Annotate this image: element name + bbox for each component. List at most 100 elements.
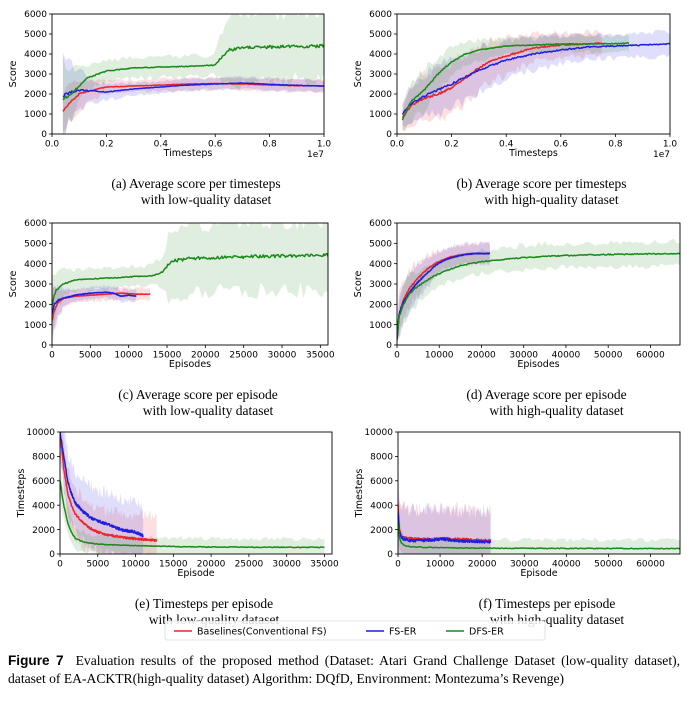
y-tick-label: 2000 <box>369 301 392 311</box>
y-tick-label: 4000 <box>24 260 47 270</box>
y-tick-label: 2000 <box>24 301 47 311</box>
axes-frame <box>59 431 333 555</box>
legend-label: DFS-ER <box>469 627 504 638</box>
series-line-dfs <box>397 252 680 339</box>
y-tick-label: 6000 <box>24 10 47 20</box>
y-tick-label: 1000 <box>369 321 392 331</box>
y-tick-label: 4000 <box>370 501 393 511</box>
x-tick-label: 60000 <box>636 560 665 570</box>
y-tick-label: 0 <box>387 550 393 560</box>
series-line-fs <box>62 82 324 98</box>
y-tick-label: 0 <box>49 550 55 560</box>
legend-item-fs: FS-ER <box>366 627 417 638</box>
subplot-caption-line2: with high-quality dataset <box>484 192 618 207</box>
subplot-caption-line1: (f) Timesteps per episode <box>479 596 616 611</box>
series-line-fs <box>397 252 491 339</box>
figure-caption: Figure 7 Evaluation results of the propo… <box>8 652 680 688</box>
x-tick-label: 10000 <box>114 351 143 361</box>
y-tick-label: 5000 <box>369 30 392 40</box>
x-tick-label: 0.6 <box>208 140 223 150</box>
band-fs <box>60 432 144 554</box>
y-tick-label: 1000 <box>369 110 392 120</box>
x-tick-label: 0.2 <box>444 140 458 150</box>
y-tick-label: 2000 <box>32 526 55 536</box>
chart-e: 0 2000 4000 6000 8000 10000 0 5000 10000 15000 200… <box>16 428 339 627</box>
x-tick-label: 0.6 <box>554 140 569 150</box>
caption-gap <box>64 653 76 668</box>
x-tick-label: 35000 <box>306 351 335 361</box>
y-tick-label: 0 <box>41 130 47 140</box>
chart-a: 0 1000 2000 3000 4000 5000 6000 0.0 0.2 0.4 0.6 0.8… <box>8 10 331 207</box>
series-line-dfs <box>401 42 630 121</box>
y-tick-label: 6000 <box>32 477 55 487</box>
y-tick-label: 8000 <box>32 453 55 463</box>
x-tick-label: 60000 <box>636 351 665 361</box>
y-axis-label: Score <box>353 61 364 88</box>
x-tick-label: 15000 <box>153 351 182 361</box>
chart-b: 0 1000 2000 3000 4000 5000 6000 0.0 0.2 0.4 0.6 0.8… <box>353 10 677 207</box>
y-axis-label: Score <box>8 61 19 88</box>
subplot-caption-line2: with high-quality dataset <box>489 403 623 418</box>
x-tick-label: 10000 <box>425 351 454 361</box>
series-line-dfs <box>52 252 328 306</box>
figure-number: Figure 7 <box>8 653 64 668</box>
plot-area-c <box>52 223 328 345</box>
x-tick-label: 5000 <box>79 351 102 361</box>
x-offset-text: 1e7 <box>307 150 324 160</box>
x-tick-label: 20000 <box>191 351 220 361</box>
x-axis-label: Episode <box>520 568 557 579</box>
plot-area-a <box>62 14 324 134</box>
y-tick-label: 2000 <box>369 90 392 100</box>
x-tick-label: 50000 <box>594 351 623 361</box>
axes-frame <box>397 431 681 555</box>
x-tick-label: 0 <box>49 351 55 361</box>
x-tick-label: 0 <box>395 560 401 570</box>
x-tick-label: 30000 <box>509 351 538 361</box>
band-fs <box>398 473 491 554</box>
y-tick-label: 6000 <box>369 219 392 229</box>
x-axis-label: Episodes <box>169 359 211 370</box>
subplot-caption-line1: (e) Timesteps per episode <box>135 596 273 611</box>
series-line-dfs <box>398 523 680 550</box>
y-tick-label: 5000 <box>24 30 47 40</box>
x-tick-label: 10000 <box>426 560 455 570</box>
y-tick-label: 6000 <box>369 10 392 20</box>
y-tick-label: 4000 <box>32 501 55 511</box>
series-line-dfs <box>62 43 324 101</box>
y-tick-label: 0 <box>41 341 47 351</box>
series-line-fs <box>398 512 492 544</box>
x-tick-label: 40000 <box>552 351 581 361</box>
subplot-caption-line1: (b) Average score per timesteps <box>457 176 627 191</box>
x-tick-label: 0.4 <box>154 140 169 150</box>
y-tick-label: 0 <box>386 130 392 140</box>
y-axis-label: Timesteps <box>354 469 365 519</box>
x-tick-label: 1.0 <box>663 140 678 150</box>
x-tick-label: 25000 <box>235 560 264 570</box>
y-tick-label: 4000 <box>369 260 392 270</box>
band-fs <box>397 240 490 345</box>
plot-area-f <box>398 468 680 554</box>
x-tick-label: 35000 <box>310 560 339 570</box>
y-tick-label: 3000 <box>24 280 47 290</box>
series-line-baseline <box>401 42 603 119</box>
y-tick-label: 3000 <box>369 280 392 290</box>
band-fs <box>402 29 670 127</box>
y-tick-label: 0 <box>386 341 392 351</box>
x-axis-label: Timesteps <box>163 148 213 159</box>
series-line-fs <box>60 432 144 538</box>
subplot-caption-line2: with low-quality dataset <box>141 192 272 207</box>
y-tick-label: 1000 <box>24 321 47 331</box>
band-baseline <box>52 286 151 345</box>
x-tick-label: 30000 <box>272 560 301 570</box>
x-axis-label: Episode <box>177 568 214 579</box>
x-tick-label: 30000 <box>510 560 539 570</box>
x-axis-label: Episodes <box>517 359 559 370</box>
y-tick-label: 6000 <box>370 477 393 487</box>
x-tick-label: 50000 <box>594 560 623 570</box>
x-tick-label: 0.0 <box>390 140 405 150</box>
y-axis-label: Timesteps <box>16 469 27 519</box>
y-tick-label: 8000 <box>370 453 393 463</box>
caption-text: Evaluation results of the proposed metho… <box>8 653 681 686</box>
subplot-caption-line1: (a) Average score per timesteps <box>111 176 280 191</box>
